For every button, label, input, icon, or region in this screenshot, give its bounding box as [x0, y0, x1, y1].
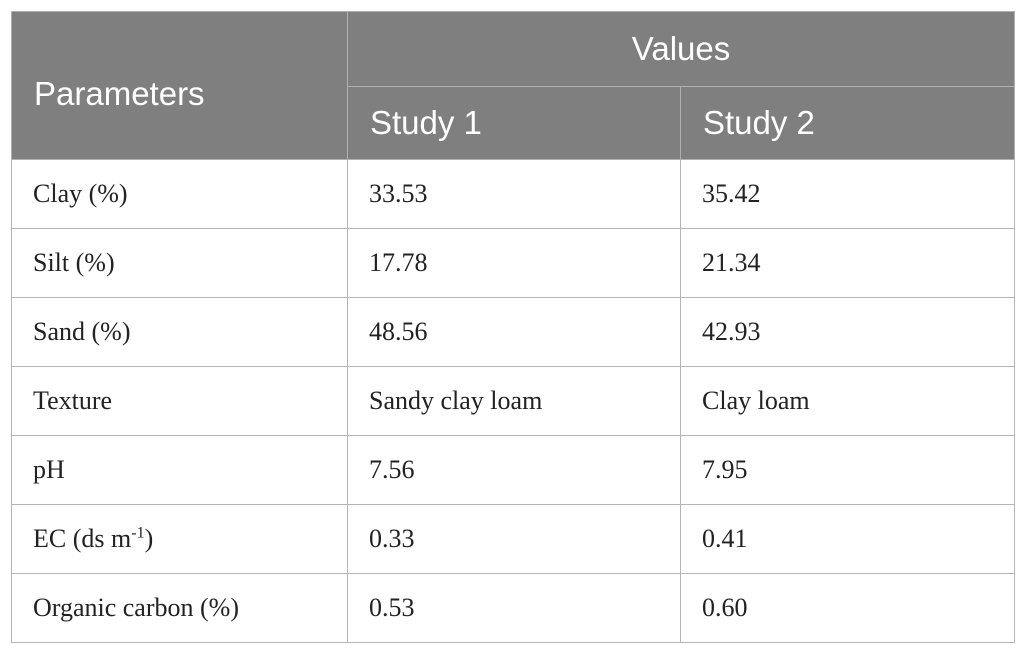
study2-value-cell: 0.41 — [679, 504, 1016, 574]
parameter-cell: Texture — [11, 366, 348, 436]
parameter-cell: Clay (%) — [11, 159, 348, 229]
study2-value-cell: 0.60 — [679, 573, 1016, 643]
study1-value-cell: 48.56 — [347, 297, 681, 367]
study2-value-cell: 35.42 — [679, 159, 1016, 229]
table-row: Texture Sandy clay loam Clay loam — [11, 366, 1016, 436]
study1-value-cell: 7.56 — [347, 435, 681, 505]
soil-properties-table: Parameters Values Study 1 Study 2 Clay (… — [11, 11, 1016, 643]
study1-value-cell: Sandy clay loam — [347, 366, 681, 436]
table-row: EC (ds m-1) 0.33 0.41 — [11, 504, 1016, 574]
parameters-header: Parameters — [11, 11, 348, 160]
soil-properties-table-container: Parameters Values Study 1 Study 2 Clay (… — [11, 11, 1016, 643]
parameter-cell: Sand (%) — [11, 297, 348, 367]
parameter-cell: Silt (%) — [11, 228, 348, 298]
values-header: Values — [346, 11, 1016, 87]
study1-value-cell: 17.78 — [347, 228, 681, 298]
parameter-superscript: -1 — [131, 524, 145, 542]
study2-value-cell: 7.95 — [679, 435, 1016, 505]
study2-value-cell: 21.34 — [679, 228, 1016, 298]
study1-header: Study 1 — [347, 86, 681, 160]
study2-header: Study 2 — [679, 86, 1016, 160]
header-row-2: Study 1 Study 2 — [12, 86, 1016, 160]
study1-value-cell: 0.33 — [347, 504, 681, 574]
parameter-suffix: ) — [144, 524, 154, 553]
parameter-cell: Organic carbon (%) — [11, 573, 348, 643]
table-row: Clay (%) 33.53 35.42 — [11, 159, 1016, 229]
study2-value-cell: 42.93 — [679, 297, 1016, 367]
table-row: Sand (%) 48.56 42.93 — [11, 297, 1016, 367]
study1-value-cell: 0.53 — [347, 573, 681, 643]
header-row-1: Parameters Values — [11, 11, 1016, 160]
table-row: Silt (%) 17.78 21.34 — [11, 228, 1016, 298]
study2-value-cell: Clay loam — [679, 366, 1016, 436]
parameter-cell: EC (ds m-1) — [11, 504, 348, 574]
study1-value-cell: 33.53 — [347, 159, 681, 229]
parameter-cell: pH — [11, 435, 348, 505]
table-row: pH 7.56 7.95 — [11, 435, 1016, 505]
table-row: Organic carbon (%) 0.53 0.60 — [11, 573, 1016, 643]
parameter-prefix: EC (ds m — [33, 524, 132, 553]
